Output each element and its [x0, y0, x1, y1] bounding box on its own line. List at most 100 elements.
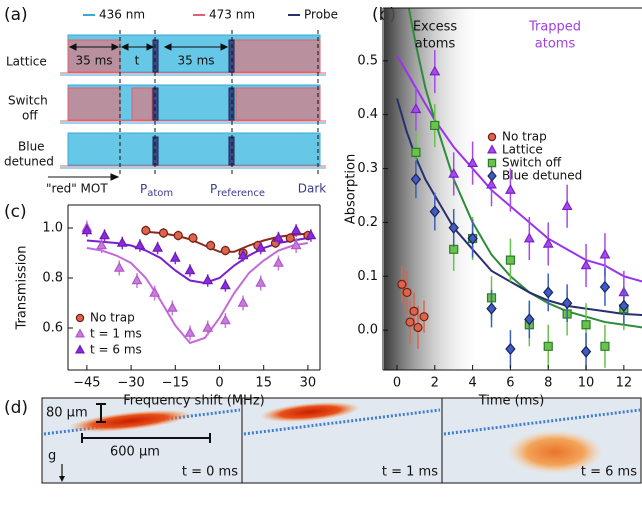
marker — [397, 279, 407, 289]
event-lines — [119, 30, 319, 176]
fit-line — [407, 8, 642, 329]
marker — [402, 287, 412, 298]
annotation: atoms — [535, 37, 576, 52]
y-axis-label: Absorption — [344, 154, 359, 224]
event-label-main: P — [140, 182, 147, 196]
timing-diagram: 436 nm 473 nm Probe Lattice Switch off B… — [4, 8, 338, 200]
x-tick-label: 8 — [544, 376, 552, 391]
marker — [561, 200, 573, 211]
marker — [149, 286, 161, 297]
scale-label: 600 μm — [110, 445, 160, 460]
duration-label: 35 ms — [177, 54, 214, 68]
row-label: off — [22, 109, 38, 123]
marker — [430, 120, 440, 131]
marker — [255, 276, 267, 287]
gravity-arrow — [59, 476, 65, 482]
marker — [542, 237, 554, 248]
row-label: detuned — [4, 155, 54, 169]
y-tick-label: 0.6 — [42, 321, 63, 336]
y-tick-label: 0.3 — [357, 161, 378, 176]
marker — [202, 274, 214, 285]
marker — [75, 313, 85, 323]
marker — [467, 157, 479, 167]
panel-label: (c) — [4, 202, 27, 222]
marker — [96, 239, 108, 250]
y-tick-label: 0.4 — [357, 107, 378, 122]
marker — [184, 326, 196, 337]
annotation: Excess — [413, 20, 458, 35]
x-tick-label: 30 — [300, 376, 317, 391]
marker — [419, 312, 429, 322]
marker — [487, 158, 497, 168]
marker — [449, 244, 459, 254]
x-axis-label: Frequency shift (MHz) — [123, 394, 264, 409]
fit-line — [396, 54, 642, 283]
marker — [505, 255, 516, 265]
marker — [600, 341, 610, 351]
chart: 0 2 4 6 8 10 12 0.0 0.1 0.2 0.3 0.4 0.5 Time (ms) Abso… — [344, 7, 642, 409]
row-label: Lattice — [6, 55, 47, 69]
atom-cloud — [260, 402, 360, 422]
marker — [305, 229, 317, 240]
y-tick-label: 1.0 — [42, 221, 63, 236]
y-axis-label: Transmission — [15, 246, 30, 331]
time-label: t = 0 ms — [182, 465, 238, 480]
marker — [237, 296, 249, 307]
y-tick-label: 0.0 — [357, 323, 378, 338]
atom-cloud — [68, 409, 192, 433]
legend-label: No trap — [90, 311, 135, 325]
marker — [255, 241, 267, 252]
marker — [169, 251, 181, 262]
marker — [524, 313, 535, 326]
marker — [486, 178, 497, 189]
legend-label: Lattice — [502, 143, 543, 157]
x-tick-label: 4 — [468, 376, 476, 391]
scale-label: g — [48, 449, 56, 464]
marker — [219, 279, 231, 290]
marker — [409, 306, 419, 316]
plot-area — [396, 8, 642, 370]
marker — [99, 229, 110, 240]
x-axis-label: Time (ms) — [478, 394, 545, 409]
marker — [220, 245, 230, 256]
x-tick-label: −15 — [162, 376, 189, 391]
legend-label: 436 nm — [99, 8, 145, 22]
marker — [581, 320, 591, 330]
marker — [134, 239, 146, 250]
marker — [543, 286, 554, 299]
fit-line — [86, 242, 309, 345]
row-label: Blue — [18, 140, 45, 154]
atom-cloud — [507, 430, 603, 474]
marker — [206, 240, 216, 251]
marker — [429, 205, 440, 218]
marker — [580, 345, 592, 358]
marker — [152, 241, 164, 252]
time-label: t = 1 ms — [382, 465, 438, 480]
marker — [75, 328, 85, 338]
marker — [158, 228, 169, 238]
marker — [487, 170, 497, 182]
x-tick-label: 0 — [215, 376, 223, 391]
event-label-main: P — [210, 182, 217, 196]
legend-label: t = 1 ms — [90, 327, 142, 341]
marker — [113, 261, 125, 272]
row-label: Switch — [8, 94, 48, 108]
marker — [237, 249, 249, 260]
event-label: Patom — [140, 182, 173, 200]
marker — [188, 233, 198, 243]
event-label: Preference — [210, 182, 265, 200]
marker — [411, 147, 421, 157]
panel-label: (a) — [4, 5, 28, 25]
marker — [486, 302, 497, 315]
event-label-sub: reference — [217, 188, 265, 199]
marker — [429, 65, 441, 76]
chart: −45 −30 −15 0 15 30 0.6 0.8 1.0 Frequency shift (… — [15, 204, 321, 409]
legend-label: t = 6 ms — [90, 343, 142, 357]
annotation: atoms — [415, 37, 456, 52]
marker — [448, 167, 460, 178]
marker — [599, 248, 611, 259]
duration-arrows — [48, 43, 229, 181]
marker — [410, 103, 422, 114]
x-tick-label: 12 — [616, 376, 633, 391]
